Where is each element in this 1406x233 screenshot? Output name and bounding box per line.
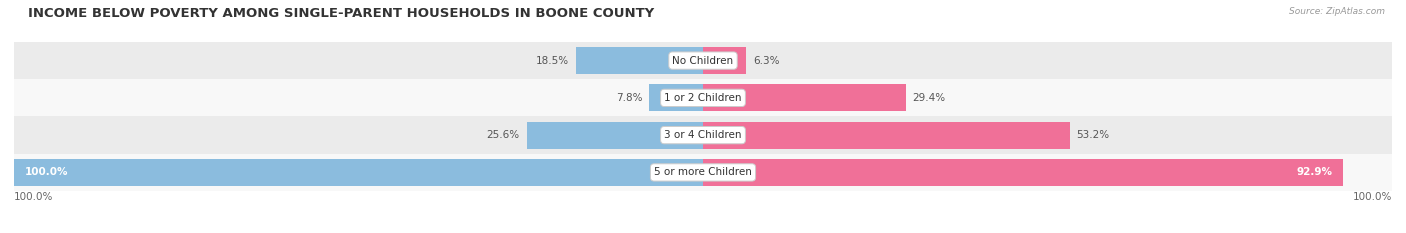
Text: 100.0%: 100.0% (24, 168, 67, 177)
Bar (703, 122, 1070, 149)
Bar (14, 116, 1392, 154)
Text: 6.3%: 6.3% (754, 56, 780, 65)
Bar (14, 79, 1392, 116)
Text: 92.9%: 92.9% (1296, 168, 1333, 177)
Text: 5 or more Children: 5 or more Children (654, 168, 752, 177)
Bar (14, 42, 1392, 79)
Bar (703, 47, 747, 74)
Bar (14, 154, 1392, 191)
Bar (703, 159, 1343, 186)
Text: 7.8%: 7.8% (616, 93, 643, 103)
Bar (14, 159, 703, 186)
Text: INCOME BELOW POVERTY AMONG SINGLE-PARENT HOUSEHOLDS IN BOONE COUNTY: INCOME BELOW POVERTY AMONG SINGLE-PARENT… (28, 7, 654, 20)
Text: 29.4%: 29.4% (912, 93, 946, 103)
Text: 3 or 4 Children: 3 or 4 Children (664, 130, 742, 140)
Text: No Children: No Children (672, 56, 734, 65)
Bar (650, 84, 703, 111)
Text: Source: ZipAtlas.com: Source: ZipAtlas.com (1289, 7, 1385, 16)
Text: 100.0%: 100.0% (14, 192, 53, 202)
Text: 53.2%: 53.2% (1077, 130, 1109, 140)
Text: 25.6%: 25.6% (486, 130, 520, 140)
Bar (527, 122, 703, 149)
Bar (575, 47, 703, 74)
Text: 18.5%: 18.5% (536, 56, 568, 65)
Text: 1 or 2 Children: 1 or 2 Children (664, 93, 742, 103)
Bar (703, 84, 905, 111)
Text: 100.0%: 100.0% (1353, 192, 1392, 202)
